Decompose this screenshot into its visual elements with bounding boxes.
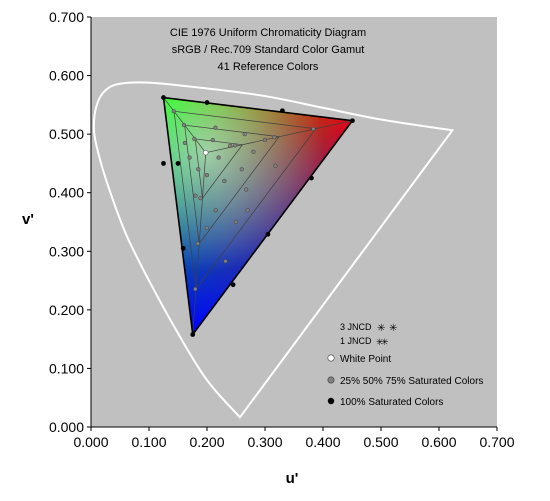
partial-saturation-point (223, 259, 228, 264)
partial-saturation-point (222, 178, 227, 184)
full-saturation-point (309, 175, 314, 181)
spectral-locus (92, 81, 455, 419)
full-saturation-point (190, 332, 196, 337)
y-tick-label: 0.700 (49, 9, 84, 25)
y-tick-label: 0.600 (49, 68, 84, 84)
full-saturation-point (265, 231, 271, 237)
x-tick-label: 0.100 (131, 434, 166, 450)
y-tick-label: 0.200 (49, 302, 84, 318)
full-saturation-point (350, 118, 355, 124)
plot-area (91, 17, 497, 427)
partial-saturation-point (244, 187, 249, 192)
partial-saturation-point (233, 219, 239, 225)
partial-saturation-point (192, 136, 197, 142)
y-tick-label: 0.400 (49, 185, 84, 201)
y-tick-label: 0.000 (49, 419, 84, 435)
white-point-marker (203, 150, 209, 156)
full-saturation-point (180, 245, 186, 251)
x-tick-label: 0.000 (73, 434, 108, 450)
full-saturation-point (280, 108, 285, 114)
legend-1jncd-star-1: ✳ (376, 337, 384, 347)
y-tick-label: 0.300 (49, 243, 84, 259)
partial-saturation-point (311, 126, 316, 132)
partial-saturation-point (239, 167, 244, 172)
legend-3jncd: 3 JNCD (340, 322, 372, 332)
partial-saturation-point (193, 193, 198, 198)
legend-1jncd: 1 JNCD (340, 336, 372, 346)
legend-3jncd-star-1: ✳ (377, 323, 385, 334)
partial-saturation-point (187, 155, 192, 160)
x-axis-label: u' (286, 470, 299, 487)
x-tick-label: 0.400 (305, 434, 340, 450)
inner-triangle-75 (173, 110, 317, 290)
partial-saturation-point (195, 241, 200, 246)
legend-3jncd-star-2: ✳ (389, 323, 397, 334)
partial-saturation-point (216, 155, 221, 160)
partial-saturation-point (171, 109, 176, 114)
full-saturation-point (230, 282, 236, 288)
partial-saturation-point (182, 140, 188, 146)
full-saturation-point (175, 161, 181, 166)
y-axis-label: v' (22, 211, 34, 228)
partial-saturation-point (198, 196, 203, 201)
legend-partial-marker (327, 376, 335, 384)
title-line-1: CIE 1976 Uniform Chromaticity Diagram (170, 27, 366, 39)
chart-title: CIE 1976 Uniform Chromaticity Diagram sR… (170, 27, 366, 73)
reference-markers (161, 95, 355, 337)
inner-triangle-50 (184, 124, 280, 245)
partial-saturation-point (204, 225, 210, 230)
x-tick-label: 0.300 (247, 434, 282, 450)
partial-saturation-point (196, 167, 201, 172)
x-tick-label: 0.200 (189, 434, 224, 450)
partial-saturation-point (213, 208, 218, 213)
legend: 3 JNCD ✳ ✳ 1 JNCD ✳ ✳ White Point 25% 50… (327, 322, 483, 408)
legend-partial: 25% 50% 75% Saturated Colors (340, 376, 483, 387)
x-tick-label: 0.700 (479, 434, 514, 450)
partial-saturation-point (273, 163, 278, 168)
full-saturation-point (161, 95, 166, 100)
partial-saturation-point (181, 122, 187, 128)
legend-1jncd-star-2: ✳ (381, 337, 389, 347)
partial-saturation-point (210, 137, 215, 143)
legend-full: 100% Saturated Colors (340, 397, 443, 408)
legend-white-point-marker (327, 354, 335, 362)
x-axis: 0.000 0.100 0.200 0.300 0.400 0.500 0.600 0.700 (73, 426, 515, 450)
partial-saturation-point (251, 149, 256, 154)
y-tick-label: 0.500 (49, 126, 84, 142)
legend-full-marker (327, 397, 335, 405)
partial-saturation-point (193, 286, 198, 292)
gamut-triangle (162, 96, 354, 337)
partial-saturation-point (242, 132, 247, 137)
x-tick-label: 0.600 (421, 434, 456, 450)
title-line-3: 41 Reference Colors (218, 61, 319, 73)
full-saturation-point (161, 161, 166, 166)
y-tick-label: 0.100 (49, 360, 84, 376)
full-saturation-point (204, 100, 210, 105)
partial-saturation-point (272, 135, 277, 140)
partial-saturation-point (245, 208, 250, 213)
x-tick-label: 0.500 (363, 434, 398, 450)
partial-saturation-point (228, 143, 233, 148)
partial-saturation-point (204, 173, 210, 178)
title-line-2: sRGB / Rec.709 Standard Color Gamut (172, 44, 365, 56)
partial-saturation-point (213, 125, 218, 130)
partial-saturation-point (262, 137, 268, 143)
legend-white-point: White Point (340, 354, 391, 365)
y-axis: 0.000 0.100 0.200 0.300 0.400 0.500 0.600 0.700 (49, 9, 92, 435)
partial-saturation-point (233, 143, 238, 148)
